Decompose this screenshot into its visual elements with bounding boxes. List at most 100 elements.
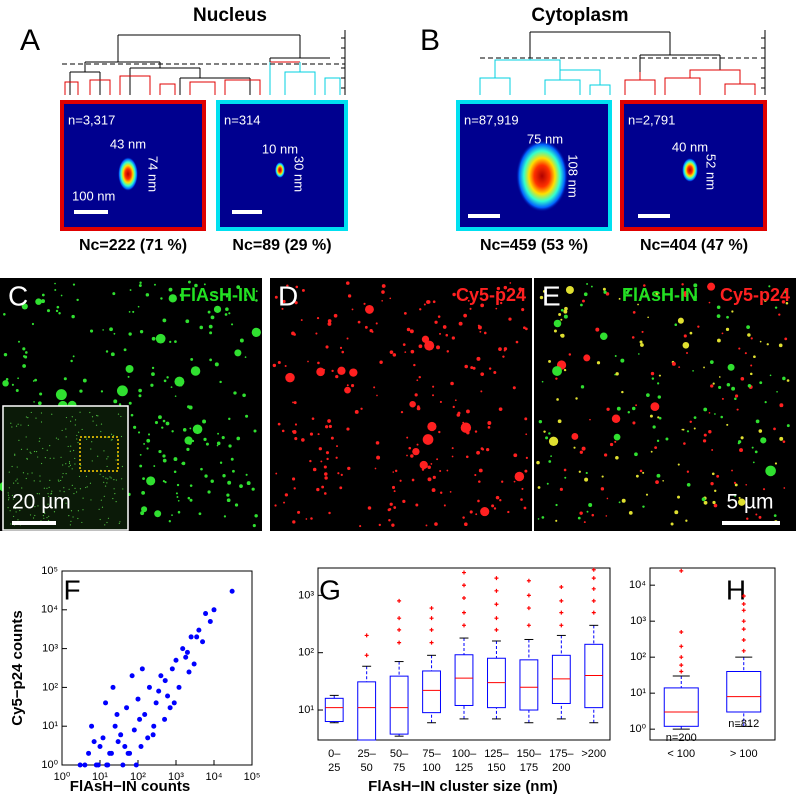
spot (254, 514, 258, 518)
spot (61, 429, 63, 432)
spot (584, 477, 589, 482)
outlier (591, 586, 596, 591)
spot (718, 376, 721, 378)
spot (627, 411, 631, 414)
spot (44, 512, 46, 514)
spot (162, 318, 167, 323)
spot (499, 301, 503, 305)
spot (139, 464, 143, 468)
spot (632, 421, 636, 425)
spot (389, 350, 394, 354)
spot (107, 517, 110, 519)
spot (404, 351, 407, 353)
spot (72, 516, 74, 518)
spot (15, 425, 18, 427)
spot (656, 439, 660, 443)
spot (677, 317, 684, 324)
spot (55, 437, 58, 439)
outlier (462, 595, 466, 600)
x-tick-label: 10³ (168, 771, 184, 783)
spot (578, 470, 581, 473)
spot (606, 407, 610, 411)
spot (697, 325, 700, 328)
spot (436, 458, 439, 461)
spot (311, 417, 315, 420)
spot (703, 366, 705, 369)
spot (645, 493, 649, 496)
spot (575, 397, 578, 400)
spot (577, 516, 581, 520)
spot (171, 514, 173, 516)
spot (41, 293, 45, 297)
spot (658, 416, 662, 420)
spot (225, 295, 229, 298)
spot (62, 464, 64, 466)
spot (209, 331, 213, 335)
spot (539, 295, 544, 300)
spot (381, 284, 386, 288)
spot (588, 502, 593, 507)
spot (637, 303, 639, 306)
spot (14, 453, 16, 455)
spot (678, 366, 681, 369)
fluorescence-spots (0, 280, 790, 528)
spot (8, 487, 10, 489)
box (726, 670, 762, 713)
spot (502, 355, 505, 358)
spot (734, 483, 738, 487)
spot (42, 447, 44, 450)
x-tick-label: 10⁴ (206, 771, 223, 783)
spot (785, 301, 789, 305)
panel-a: A Nucleus n=3,317 43 nm 74 nm 100 nm n=3… (20, 5, 348, 254)
outlier (559, 598, 564, 603)
spot (274, 504, 277, 507)
spot (200, 467, 203, 471)
spot (393, 506, 397, 509)
spot (720, 415, 723, 419)
spot (765, 465, 776, 477)
spot (293, 401, 297, 405)
spot (191, 439, 195, 443)
spot (466, 409, 470, 414)
y-tick-label: 10³ (630, 615, 646, 627)
spot (651, 377, 655, 380)
point (125, 750, 131, 756)
spot (27, 424, 29, 426)
spot (43, 517, 45, 519)
spot (778, 343, 783, 348)
spot (583, 521, 586, 524)
y-tick-label: 10¹ (298, 704, 314, 716)
spot (228, 312, 231, 315)
spot (65, 463, 67, 465)
spot (388, 518, 391, 522)
spot (175, 492, 178, 495)
spot (226, 498, 231, 503)
spot (325, 345, 329, 349)
spot (618, 297, 621, 300)
spot (480, 372, 485, 377)
cluster-spot (275, 162, 285, 178)
scale-label: 5 µm (726, 491, 773, 514)
outlier (679, 568, 684, 573)
box (663, 687, 699, 727)
spot (542, 289, 546, 293)
spot (413, 363, 416, 367)
spot (91, 416, 94, 418)
spot (662, 479, 664, 482)
spot (524, 469, 528, 473)
spot (339, 346, 343, 349)
spot (351, 308, 354, 311)
micrograph (270, 278, 532, 531)
spot (778, 313, 781, 316)
spot (48, 495, 50, 498)
spot (477, 499, 480, 503)
panel-label: E (542, 280, 561, 311)
spot (611, 414, 621, 423)
spot (713, 503, 718, 508)
outlier (526, 606, 531, 611)
spot (710, 482, 714, 486)
spot (602, 287, 606, 291)
spot (74, 487, 76, 489)
spot (321, 485, 325, 489)
spot (213, 305, 222, 313)
